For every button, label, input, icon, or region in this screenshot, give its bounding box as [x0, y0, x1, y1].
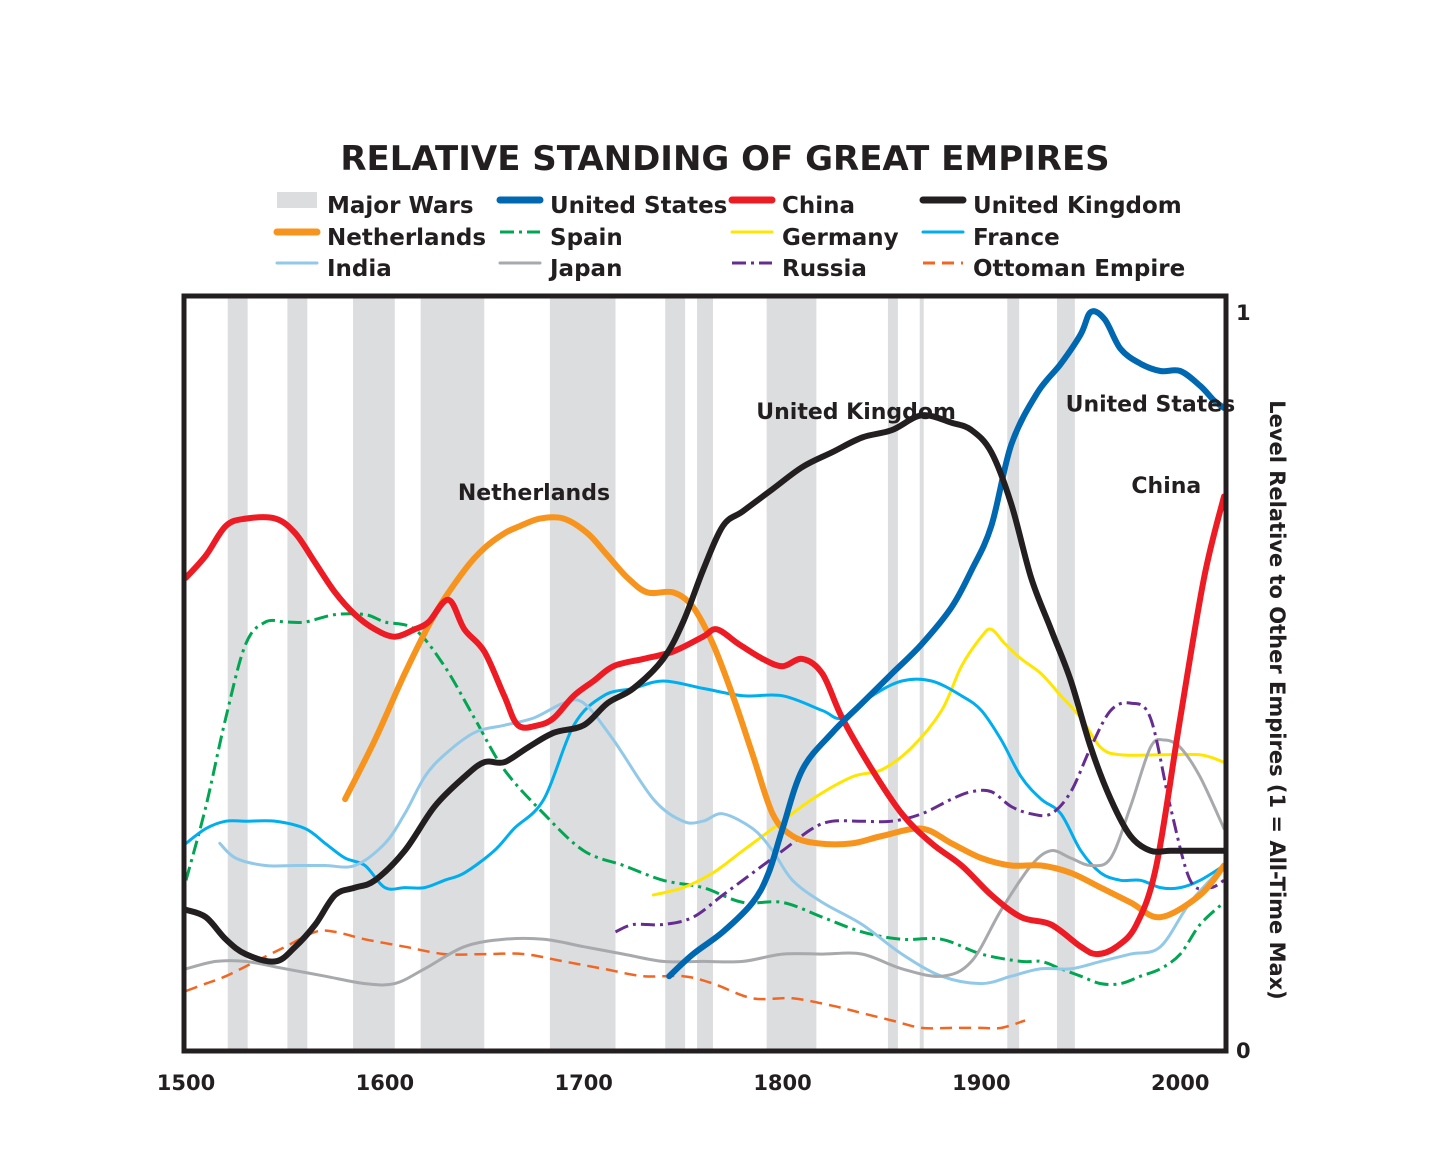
legend-label-spain: Spain: [550, 225, 623, 251]
x-tick-1500: 1500: [157, 1071, 215, 1095]
series-japan: [184, 737, 1226, 987]
war-band-5: [665, 298, 686, 1049]
legend-label-india: India: [327, 256, 392, 282]
war-band-9: [919, 298, 924, 1049]
series-germany: [651, 627, 1226, 897]
y-axis-label: Level Relative to Other Empires (1 = All…: [1265, 400, 1289, 1000]
war-band-2: [353, 298, 395, 1049]
legend-label-france: France: [973, 225, 1060, 251]
war-band-6: [697, 298, 713, 1049]
annotation-united-kingdom: United Kingdom: [756, 400, 956, 425]
series-ottoman-empire: [185, 929, 1026, 1030]
legend-label-ottoman-empire: Ottoman Empire: [973, 256, 1185, 282]
legend-label-united-states: United States: [550, 193, 727, 219]
legend-label-major-wars: Major Wars: [327, 193, 474, 219]
series-china: [183, 493, 1227, 958]
series-netherlands: [342, 514, 1227, 921]
y-tick-1: 1: [1236, 301, 1251, 325]
war-band-1: [287, 298, 308, 1049]
x-tick-1900: 1900: [952, 1071, 1010, 1095]
war-band-10: [1007, 298, 1020, 1049]
x-tick-2000: 2000: [1151, 1071, 1209, 1095]
annotations: Netherlands United Kingdom United States Ch…: [458, 393, 1235, 507]
series-lines: [183, 308, 1227, 1030]
series-united-states: [666, 308, 1227, 980]
war-band-7: [766, 298, 817, 1049]
legend-label-russia: Russia: [782, 256, 867, 282]
x-tick-1800: 1800: [753, 1071, 811, 1095]
annotation-china: China: [1131, 474, 1201, 499]
x-tick-1700: 1700: [554, 1071, 612, 1095]
chart-title: RELATIVE STANDING OF GREAT EMPIRES: [340, 139, 1109, 179]
series-united-kingdom: [183, 412, 1227, 965]
legend-swatch-major-wars: [277, 192, 317, 208]
plot-frame: [181, 293, 1229, 1054]
series-spain: [184, 612, 1226, 986]
legend-label-germany: Germany: [782, 225, 899, 251]
annotation-united-states: United States: [1066, 393, 1236, 418]
legend-label-china: China: [782, 193, 855, 219]
series-france: [184, 677, 1226, 891]
y-tick-0: 0: [1236, 1039, 1251, 1063]
annotation-netherlands: Netherlands: [458, 481, 610, 506]
legend-label-united-kingdom: United Kingdom: [973, 193, 1182, 219]
legend: Major Wars United States China United Kingd…: [273, 192, 1185, 282]
x-axis-ticks: 1500 1600 1700 1800 1900 2000: [157, 1071, 1210, 1095]
legend-label-netherlands: Netherlands: [327, 225, 486, 251]
war-band-0: [227, 298, 248, 1049]
war-band-3: [420, 298, 485, 1049]
series-india: [218, 698, 1226, 986]
legend-label-japan: Japan: [548, 256, 622, 282]
y-axis-ticks: 01: [1236, 301, 1251, 1063]
x-tick-1600: 1600: [356, 1071, 414, 1095]
major-wars-bands: [227, 298, 1075, 1049]
series-russia: [614, 701, 1225, 934]
